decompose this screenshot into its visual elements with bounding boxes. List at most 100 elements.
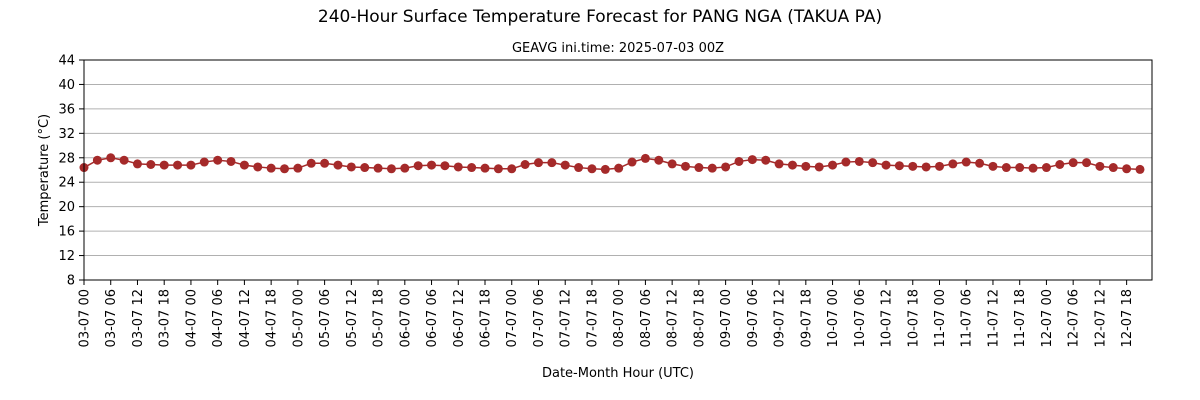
data-point [868,158,878,168]
x-tick-label: 03-07 06 [104,289,119,347]
data-point [1095,161,1105,171]
data-point [92,155,102,165]
x-tick-label: 05-07 06 [318,289,333,347]
plot-area-frame [83,59,1153,281]
data-point [320,158,330,168]
y-tick-label: 36 [58,102,75,117]
data-point [828,160,838,170]
series-temperature [79,153,1145,174]
data-point [507,164,517,174]
x-tick-label: 03-07 18 [158,289,173,347]
x-tick-label: 10-07 00 [826,289,841,347]
x-tick-label: 10-07 18 [906,289,921,347]
y-tick-label: 8 [67,274,75,289]
data-point [1041,163,1051,173]
y-tick-label: 20 [58,200,75,215]
x-tick-label: 04-07 12 [238,289,253,347]
x-tick-label: 07-07 00 [505,289,520,347]
x-tick-label: 09-07 06 [746,289,761,347]
data-point [921,162,931,172]
data-point [747,155,757,165]
data-point [427,160,437,170]
y-tick-label: 28 [58,151,75,166]
data-point [787,160,797,170]
data-point [413,161,423,171]
data-point [239,160,249,170]
data-point [159,160,169,170]
x-tick-label: 09-07 00 [719,289,734,347]
data-point [280,164,290,174]
data-point [360,163,370,173]
y-axis: 8 12 16 20 24 28 32 36 40 44 [58,54,84,289]
data-point [346,162,356,172]
data-point [213,155,223,165]
x-tick-label: 08-07 06 [639,289,654,347]
x-tick-label: 12-07 18 [1120,289,1135,347]
data-point [1108,163,1118,173]
x-tick-label: 05-07 18 [372,289,387,347]
data-point [587,164,597,174]
data-point [640,153,650,163]
y-tick-label: 40 [58,78,75,93]
y-tick-label: 44 [58,54,75,69]
data-point [948,159,958,169]
data-point [533,158,543,168]
x-tick-label: 12-07 00 [1040,289,1055,347]
x-tick-label: 10-07 12 [880,289,895,347]
x-tick-label: 08-07 18 [692,289,707,347]
y-tick-label: 24 [58,176,75,191]
data-point [627,157,637,167]
x-tick-label: 06-07 00 [398,289,413,347]
data-point [146,160,156,169]
data-point [266,163,276,173]
data-point [119,155,129,165]
y-tick-label: 12 [58,249,75,264]
x-axis: 03-07 00 03-07 06 03-07 12 03-07 18 04-07 00… [78,280,1135,347]
x-tick-label: 05-07 12 [345,289,360,347]
data-point [453,162,463,172]
data-point [801,161,811,171]
x-tick-label: 11-07 06 [960,289,975,347]
data-point [1015,163,1025,173]
data-point [721,162,731,172]
data-point [493,164,503,174]
data-point [774,159,784,169]
data-point [440,161,450,171]
data-point [600,164,610,174]
data-point [681,161,691,171]
data-point [293,163,303,173]
data-point [667,159,677,169]
data-point [373,163,383,173]
data-point [386,164,396,174]
data-point [199,157,209,167]
data-point [173,160,183,170]
x-tick-label: 04-07 00 [184,289,199,347]
x-tick-label: 12-07 06 [1067,289,1082,347]
data-point [961,157,971,167]
x-tick-label: 08-07 00 [612,289,627,347]
data-point [1055,160,1065,169]
data-point [226,156,236,166]
data-point [707,163,717,173]
data-point [975,158,985,168]
data-point [694,163,704,173]
data-point [574,163,584,173]
x-tick-label: 09-07 18 [799,289,814,347]
data-point [841,157,851,167]
data-point [894,161,904,171]
x-tick-label: 11-07 00 [933,289,948,347]
data-point [1135,164,1145,174]
data-point [1068,158,1078,168]
data-point [106,153,116,163]
data-point [881,160,891,170]
data-point [333,160,343,170]
chart-title: 240-Hour Surface Temperature Forecast fo… [318,7,882,27]
data-point [761,155,771,165]
y-tick-label: 32 [58,127,75,142]
x-tick-label: 09-07 12 [773,289,788,347]
data-point [934,161,944,171]
x-tick-label: 11-07 18 [1013,289,1028,347]
y-axis-label: Temperature (°C) [37,114,52,227]
data-point [1122,164,1132,174]
